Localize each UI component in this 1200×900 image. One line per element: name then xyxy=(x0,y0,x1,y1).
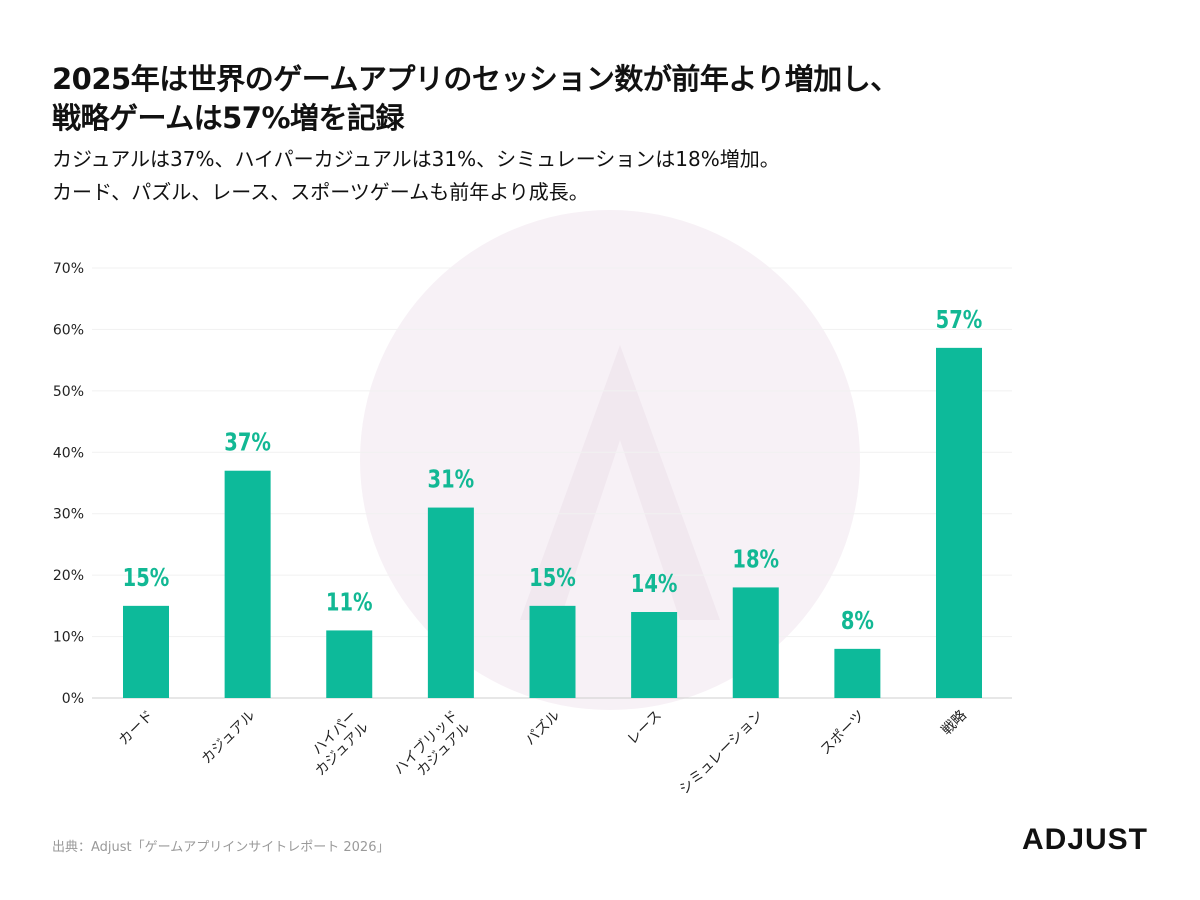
bar xyxy=(427,507,474,698)
x-tick-label: カジュアル xyxy=(199,708,259,768)
source-note: 出典：Adjust「ゲームアプリインサイトレポート 2026」 xyxy=(52,840,390,855)
bar xyxy=(631,612,678,698)
x-tick-label: パズル xyxy=(522,708,563,749)
bar xyxy=(123,605,169,698)
value-labels: 15% 37% 11% 31% 15% 14% 18% 8% 57% xyxy=(123,306,983,636)
data-label: 37% xyxy=(224,428,271,457)
x-tick-label: スポーツ xyxy=(817,708,868,759)
data-label: 57% xyxy=(936,306,983,335)
x-tick-label: カード xyxy=(116,708,157,749)
y-tick-label: 0% xyxy=(62,691,84,707)
title-line-2: 戦略ゲームは57%増を記録 xyxy=(52,101,405,135)
y-tick-label: 30% xyxy=(53,507,84,523)
data-label: 15% xyxy=(123,564,170,593)
x-tick-label: 戦略 xyxy=(939,708,970,739)
data-label: 11% xyxy=(326,588,373,617)
chart-title: 2025年は世界のゲームアプリのセッション数が前年より増加し、 戦略ゲームは57… xyxy=(52,60,1152,138)
bar xyxy=(529,605,576,698)
y-tick-label: 70% xyxy=(53,261,84,277)
bar xyxy=(732,587,779,698)
y-tick-label: 40% xyxy=(53,445,84,461)
bar xyxy=(224,470,271,698)
data-label: 8% xyxy=(841,607,874,636)
bar xyxy=(326,630,373,698)
subtitle-line-2: カード、パズル、レース、スポーツゲームも前年より成長。 xyxy=(52,180,589,204)
x-tick-label: シミュレーション xyxy=(676,708,766,798)
subtitle-line-1: カジュアルは37%、ハイパーカジュアルは31%、シミュレーションは18%増加。 xyxy=(52,147,780,171)
x-tick-label: レース xyxy=(624,708,665,749)
bar xyxy=(834,648,881,698)
y-tick-label: 50% xyxy=(53,384,84,400)
y-axis-ticks: 0% 10% 20% 30% 40% 50% 60% 70% xyxy=(53,261,84,707)
y-tick-label: 20% xyxy=(53,568,84,584)
chart-subtitle: カジュアルは37%、ハイパーカジュアルは31%、シミュレーションは18%増加。 … xyxy=(52,143,1152,209)
title-line-1: 2025年は世界のゲームアプリのセッション数が前年より増加し、 xyxy=(52,62,899,96)
data-label: 14% xyxy=(631,570,678,599)
background-watermark xyxy=(360,210,860,710)
bar xyxy=(936,347,982,698)
y-tick-label: 10% xyxy=(53,630,84,646)
bars xyxy=(123,347,982,698)
data-label: 31% xyxy=(428,465,475,494)
data-label: 15% xyxy=(529,564,576,593)
adjust-logo: ADJUST xyxy=(1021,823,1148,856)
y-tick-label: 60% xyxy=(53,322,84,338)
data-label: 18% xyxy=(732,545,779,574)
